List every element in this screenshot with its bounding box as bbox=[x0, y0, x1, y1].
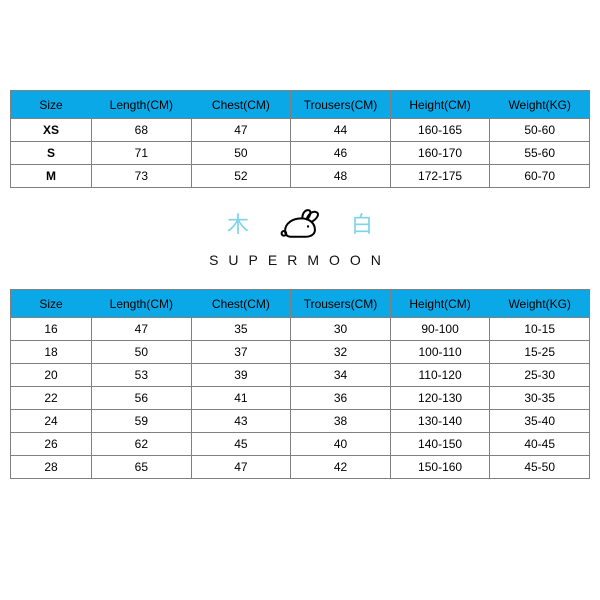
cell-size: 16 bbox=[11, 318, 92, 341]
cell-size: S bbox=[11, 142, 92, 165]
cell-size: 24 bbox=[11, 410, 92, 433]
cell: 56 bbox=[92, 387, 192, 410]
table-header-row: Size Length(CM) Chest(CM) Trousers(CM) H… bbox=[11, 290, 590, 318]
cell: 38 bbox=[291, 410, 391, 433]
col-size: Size bbox=[11, 91, 92, 119]
col-trousers: Trousers(CM) bbox=[291, 290, 391, 318]
cell: 15-25 bbox=[490, 341, 590, 364]
cell: 47 bbox=[92, 318, 192, 341]
cell-size: 20 bbox=[11, 364, 92, 387]
table-row: 20 53 39 34 110-120 25-30 bbox=[11, 364, 590, 387]
cell: 62 bbox=[92, 433, 192, 456]
brand-glyph-right: 白 bbox=[351, 207, 373, 239]
brand-glyph-left: 木 bbox=[227, 207, 249, 239]
col-chest: Chest(CM) bbox=[191, 290, 291, 318]
table-row: M 73 52 48 172-175 60-70 bbox=[11, 165, 590, 188]
cell: 25-30 bbox=[490, 364, 590, 387]
cell: 40 bbox=[291, 433, 391, 456]
cell: 65 bbox=[92, 456, 192, 479]
brand-block: 木 白 SUPERMOON bbox=[10, 200, 590, 285]
cell: 10-15 bbox=[490, 318, 590, 341]
cell: 30-35 bbox=[490, 387, 590, 410]
cell: 172-175 bbox=[390, 165, 490, 188]
col-chest: Chest(CM) bbox=[191, 91, 291, 119]
cell: 59 bbox=[92, 410, 192, 433]
cell: 110-120 bbox=[390, 364, 490, 387]
cell: 43 bbox=[191, 410, 291, 433]
cell: 160-170 bbox=[390, 142, 490, 165]
cell: 73 bbox=[92, 165, 192, 188]
table-header-row: Size Length(CM) Chest(CM) Trousers(CM) H… bbox=[11, 91, 590, 119]
table-row: S 71 50 46 160-170 55-60 bbox=[11, 142, 590, 165]
col-trousers: Trousers(CM) bbox=[291, 91, 391, 119]
cell: 37 bbox=[191, 341, 291, 364]
col-size: Size bbox=[11, 290, 92, 318]
cell: 44 bbox=[291, 119, 391, 142]
cell: 41 bbox=[191, 387, 291, 410]
cell: 35 bbox=[191, 318, 291, 341]
cell-size: M bbox=[11, 165, 92, 188]
rabbit-icon bbox=[277, 205, 323, 241]
cell-size: 26 bbox=[11, 433, 92, 456]
cell: 32 bbox=[291, 341, 391, 364]
cell-size: XS bbox=[11, 119, 92, 142]
col-length: Length(CM) bbox=[92, 91, 192, 119]
cell: 68 bbox=[92, 119, 192, 142]
adult-size-table: Size Length(CM) Chest(CM) Trousers(CM) H… bbox=[10, 90, 590, 188]
cell: 30 bbox=[291, 318, 391, 341]
table-row: 28 65 47 42 150-160 45-50 bbox=[11, 456, 590, 479]
cell: 120-130 bbox=[390, 387, 490, 410]
cell: 46 bbox=[291, 142, 391, 165]
cell: 52 bbox=[191, 165, 291, 188]
cell-size: 22 bbox=[11, 387, 92, 410]
cell: 160-165 bbox=[390, 119, 490, 142]
cell: 42 bbox=[291, 456, 391, 479]
cell: 50-60 bbox=[490, 119, 590, 142]
cell: 36 bbox=[291, 387, 391, 410]
cell: 130-140 bbox=[390, 410, 490, 433]
cell: 47 bbox=[191, 119, 291, 142]
col-height: Height(CM) bbox=[390, 290, 490, 318]
cell-size: 28 bbox=[11, 456, 92, 479]
cell: 48 bbox=[291, 165, 391, 188]
cell: 55-60 bbox=[490, 142, 590, 165]
brand-name: SUPERMOON bbox=[10, 252, 590, 268]
table-row: 24 59 43 38 130-140 35-40 bbox=[11, 410, 590, 433]
cell: 45-50 bbox=[490, 456, 590, 479]
size-chart-document: Size Length(CM) Chest(CM) Trousers(CM) H… bbox=[0, 0, 600, 600]
cell: 39 bbox=[191, 364, 291, 387]
cell: 53 bbox=[92, 364, 192, 387]
cell: 90-100 bbox=[390, 318, 490, 341]
cell: 45 bbox=[191, 433, 291, 456]
cell: 35-40 bbox=[490, 410, 590, 433]
table-row: 22 56 41 36 120-130 30-35 bbox=[11, 387, 590, 410]
col-weight: Weight(KG) bbox=[490, 91, 590, 119]
cell: 50 bbox=[92, 341, 192, 364]
col-length: Length(CM) bbox=[92, 290, 192, 318]
cell: 100-110 bbox=[390, 341, 490, 364]
cell: 34 bbox=[291, 364, 391, 387]
col-weight: Weight(KG) bbox=[490, 290, 590, 318]
brand-icons-row: 木 白 bbox=[10, 200, 590, 246]
table-row: 16 47 35 30 90-100 10-15 bbox=[11, 318, 590, 341]
cell: 60-70 bbox=[490, 165, 590, 188]
col-height: Height(CM) bbox=[390, 91, 490, 119]
table-row: 18 50 37 32 100-110 15-25 bbox=[11, 341, 590, 364]
cell: 50 bbox=[191, 142, 291, 165]
cell: 40-45 bbox=[490, 433, 590, 456]
table-row: 26 62 45 40 140-150 40-45 bbox=[11, 433, 590, 456]
cell: 71 bbox=[92, 142, 192, 165]
cell: 150-160 bbox=[390, 456, 490, 479]
cell-size: 18 bbox=[11, 341, 92, 364]
table-row: XS 68 47 44 160-165 50-60 bbox=[11, 119, 590, 142]
cell: 47 bbox=[191, 456, 291, 479]
cell: 140-150 bbox=[390, 433, 490, 456]
kids-size-table: Size Length(CM) Chest(CM) Trousers(CM) H… bbox=[10, 289, 590, 479]
